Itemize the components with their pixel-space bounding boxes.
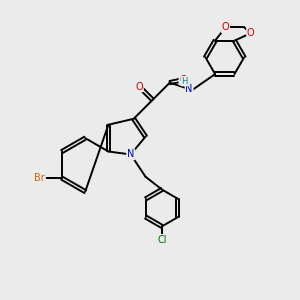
Text: O: O <box>247 28 255 38</box>
Text: N: N <box>127 149 134 160</box>
Text: N: N <box>185 84 193 94</box>
Text: H: H <box>182 77 188 86</box>
Text: Br: Br <box>34 173 45 183</box>
Text: Cl: Cl <box>157 235 167 245</box>
Text: O: O <box>135 82 143 92</box>
Text: O: O <box>179 75 187 85</box>
Text: O: O <box>222 22 229 32</box>
